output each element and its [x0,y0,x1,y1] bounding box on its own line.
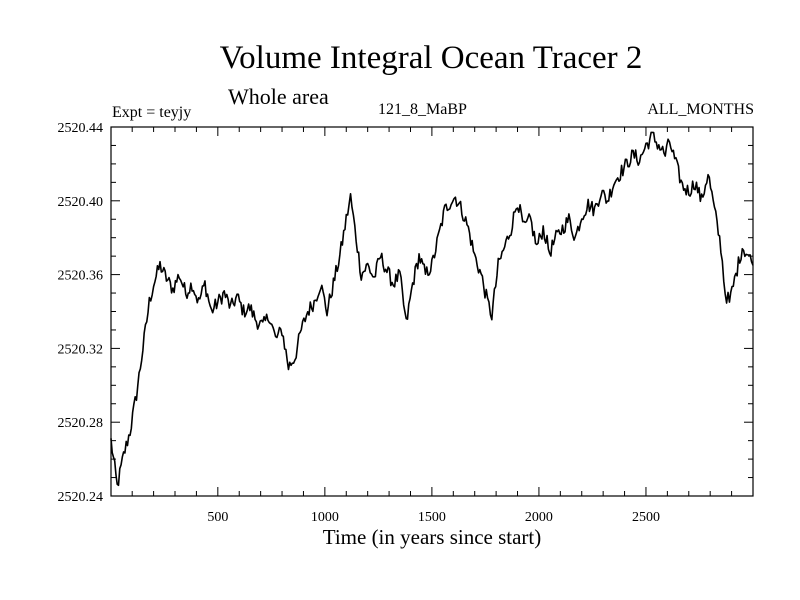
chart-subtitle: Whole area [228,84,329,109]
x-tick-label: 1500 [418,510,446,525]
chart-title: Volume Integral Ocean Tracer 2 [219,40,643,76]
y-tick-label: 2520.36 [58,269,104,284]
axis-ticks: 500 1000 1500 2000 2500 2520.24 2520.28 2520.32… [58,121,753,525]
x-axis-label: Time (in years since start) [323,525,542,549]
plot-frame [110,126,754,497]
y-tick-label: 2520.28 [58,416,104,431]
x-tick-label: 2500 [632,510,660,525]
y-tick-label: 2520.24 [58,490,104,505]
series-line [110,131,754,487]
series-group [110,131,754,487]
x-tick-label: 2000 [525,510,553,525]
experiment-label: Expt = teyjy [112,104,192,121]
x-tick-label: 1000 [311,510,339,525]
months-label: ALL_MONTHS [647,101,754,118]
y-tick-label: 2520.32 [58,342,104,357]
y-tick-label: 2520.40 [58,195,104,210]
x-tick-label: 500 [207,510,228,525]
y-tick-label: 2520.44 [58,121,104,136]
run-label: 121_8_MaBP [378,101,467,118]
